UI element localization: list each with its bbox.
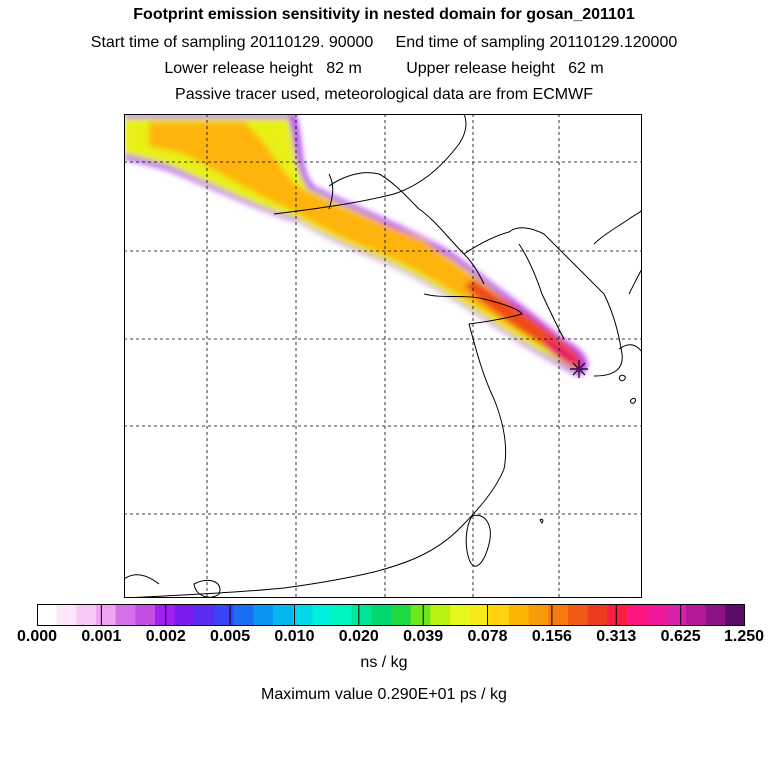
colorbar-cell — [430, 604, 451, 626]
colorbar-cell — [627, 604, 648, 626]
coast-japan-kyushu — [618, 344, 642, 353]
colorbar-cell — [56, 604, 77, 626]
colorbar-cell — [371, 604, 392, 626]
colorbar-cell — [489, 604, 510, 626]
plume-core — [149, 122, 572, 359]
colorbar-cell — [450, 604, 471, 626]
colorbar-cell — [666, 604, 687, 626]
colorbar-cell — [76, 604, 97, 626]
colorbar-cell — [391, 604, 412, 626]
colorbar-cell — [725, 604, 745, 626]
colorbar-cell — [469, 604, 490, 626]
colorbar-cell — [233, 604, 254, 626]
colorbar-cell — [135, 604, 156, 626]
colorbar-cell — [686, 604, 707, 626]
colorbar — [37, 604, 745, 626]
colorbar-cell — [214, 604, 235, 626]
coast-hainan — [193, 579, 221, 598]
colorbar-tick-label: 0.000 — [16, 628, 58, 645]
coast-korea-west — [518, 243, 565, 340]
plume-peak — [544, 336, 582, 369]
colorbar-cell — [587, 604, 608, 626]
colorbar-cell — [37, 604, 58, 626]
coast-liaodong — [328, 172, 485, 285]
colorbar-tick-label: 1.250 — [723, 628, 765, 645]
colorbar-cell — [115, 604, 136, 626]
coast-taiwan — [465, 514, 491, 567]
colorbar-cell — [410, 604, 431, 626]
colorbar-cell — [194, 604, 215, 626]
colorbar-cell — [646, 604, 667, 626]
map-frame — [124, 114, 642, 598]
colorbar-cell — [253, 604, 274, 626]
colorbar-tick-label: 0.039 — [403, 628, 444, 645]
coast-bohai-inlet — [328, 173, 334, 210]
colorbar-cell — [548, 604, 569, 626]
colorbar-tick-label: 0.002 — [145, 628, 186, 645]
coast-island-small1 — [618, 374, 626, 382]
coast-japan — [593, 208, 642, 245]
coast-bohai-north — [273, 114, 467, 215]
colorbar-tick-label: 0.078 — [467, 628, 508, 645]
coast-vietnam — [124, 574, 160, 585]
colorbar-unit: ns / kg — [360, 654, 408, 671]
colorbar-cell — [528, 604, 549, 626]
lat-lon-grid — [124, 114, 642, 598]
colorbar-cell — [351, 604, 372, 626]
colorbar-cell — [509, 604, 530, 626]
coastlines — [124, 114, 642, 598]
map-title: Footprint emission sensitivity in nested… — [133, 6, 635, 23]
colorbar-tick-label: 0.010 — [274, 628, 315, 645]
colorbar-cell — [174, 604, 195, 626]
colorbar-tick-label: 0.625 — [660, 628, 701, 645]
colorbar-tick-label: 0.001 — [81, 628, 122, 645]
colorbar-cell — [607, 604, 628, 626]
maximum-value-text: Maximum value 0.290E+01 ps / kg — [261, 686, 507, 703]
coast-island-small3 — [539, 518, 544, 524]
colorbar-cell — [273, 604, 294, 626]
colorbar-frame — [37, 604, 745, 626]
colorbar-cell — [568, 604, 589, 626]
receptor-marker — [570, 360, 588, 378]
colorbar-tick-label: 0.313 — [596, 628, 637, 645]
coast-shandong — [423, 293, 523, 325]
colorbar-cell — [705, 604, 726, 626]
colorbar-cell — [312, 604, 333, 626]
coast-east-china — [124, 323, 507, 598]
sampling-time-line: Start time of sampling 20110129. 90000 E… — [90, 34, 678, 51]
colorbar-cell — [155, 604, 176, 626]
colorbar-tick-label: 0.020 — [338, 628, 379, 645]
coast-island-small2 — [630, 397, 636, 404]
colorbar-cell — [332, 604, 353, 626]
coast-korea — [463, 227, 623, 377]
receptor-dot — [576, 366, 582, 372]
colorbar-tick-label: 0.005 — [210, 628, 251, 645]
tracer-info-line: Passive tracer used, meteorological data… — [175, 86, 593, 103]
release-height-line: Lower release height 82 m Upper release … — [164, 60, 604, 77]
footprint-map — [124, 114, 642, 598]
colorbar-cell — [292, 604, 313, 626]
colorbar-cell — [96, 604, 117, 626]
colorbar-tick-label: 0.156 — [531, 628, 572, 645]
